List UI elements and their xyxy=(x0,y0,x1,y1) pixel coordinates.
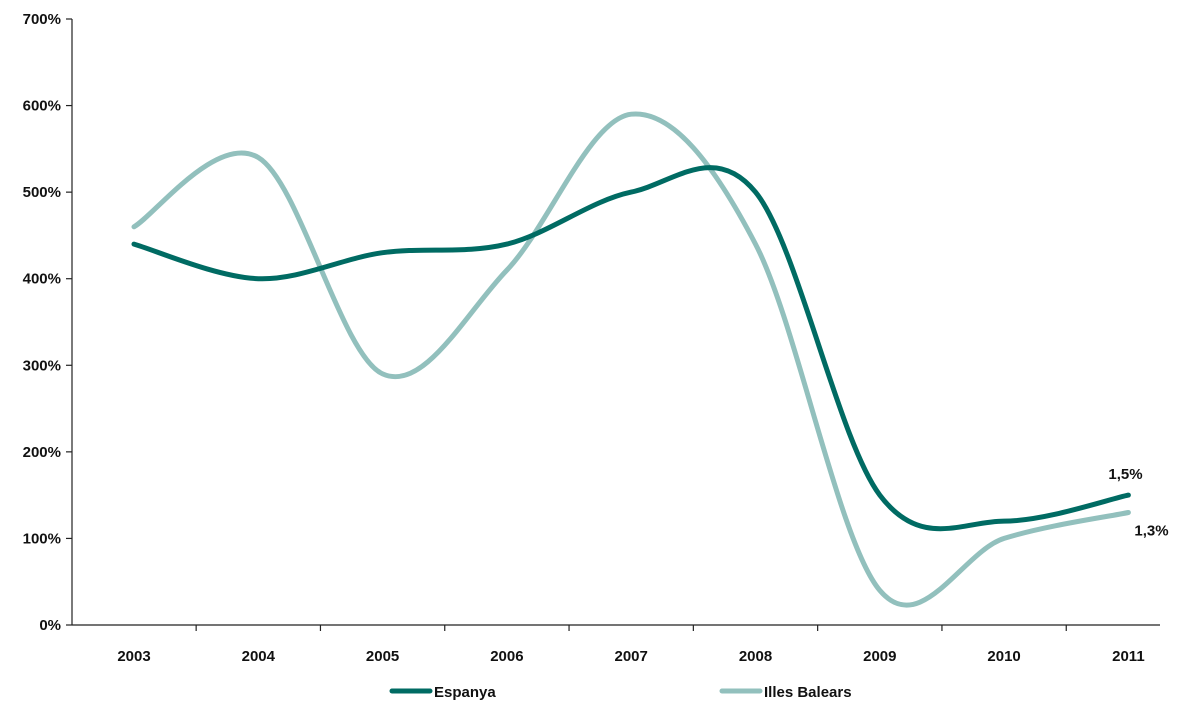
x-tick-label: 2011 xyxy=(1112,648,1145,665)
end-labels: 1,5% 1,3% xyxy=(1108,466,1168,539)
x-tick-label: 2003 xyxy=(117,648,150,665)
legend-label: Illes Balears xyxy=(764,684,852,701)
x-tick-label: 2007 xyxy=(615,648,648,665)
x-tick-label: 2010 xyxy=(987,648,1020,665)
y-tick-label: 500% xyxy=(23,184,61,201)
y-tick-label: 100% xyxy=(23,530,61,547)
y-tick-label: 400% xyxy=(23,271,61,288)
x-tick-label: 2005 xyxy=(366,648,399,665)
x-tick-label: 2006 xyxy=(490,648,523,665)
y-tick-label: 600% xyxy=(23,98,61,115)
series-line-illes-balears xyxy=(131,111,1131,608)
y-tick-label: 300% xyxy=(23,357,61,374)
series-line-espanya xyxy=(131,165,1131,532)
end-label-illes-balears: 1,3% xyxy=(1134,522,1168,539)
y-tick-label: 200% xyxy=(23,444,61,461)
legend-label: Espanya xyxy=(434,684,496,701)
y-tick-label: 0% xyxy=(39,617,61,634)
x-tick-label: 2009 xyxy=(863,648,896,665)
x-tick-labels: 2003 2004 2005 2006 2007 2008 2009 2010 2011 xyxy=(117,648,1144,665)
y-tick-labels: 0% 100% 200% 300% 400% 500% 600% 700% xyxy=(23,11,61,634)
axes xyxy=(66,18,1160,631)
legend: Espanya Illes Balears xyxy=(389,684,852,701)
x-tick-label: 2008 xyxy=(739,648,772,665)
y-tick-label: 700% xyxy=(23,11,61,28)
end-label-espanya: 1,5% xyxy=(1108,466,1142,483)
x-tick-label: 2004 xyxy=(242,648,276,665)
series-lines xyxy=(131,111,1131,608)
